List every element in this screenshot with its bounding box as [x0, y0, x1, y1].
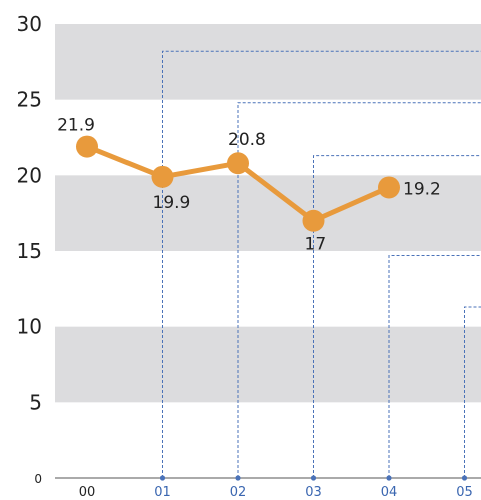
data-point-00 [76, 135, 98, 158]
x-marker-01 [159, 475, 166, 481]
x-tick-label-03: 03 [305, 485, 322, 500]
x-tick-label-02: 02 [230, 485, 247, 500]
x-axis-ticks: 00 01 02 03 04 05 [79, 475, 473, 500]
x-marker-03 [310, 475, 317, 481]
y-axis-ticks: 0 5 10 15 20 25 30 [17, 12, 42, 486]
data-label-04: 19.2 [403, 179, 441, 199]
y-tick-label-25: 25 [17, 88, 42, 112]
x-marker-02 [235, 475, 241, 481]
series-line [76, 135, 400, 232]
data-point-04 [378, 176, 400, 199]
y-tick-label-30: 30 [17, 12, 42, 36]
background-bands [55, 24, 481, 403]
guide-line-04 [388, 255, 481, 478]
x-tick-label-00: 00 [79, 485, 96, 500]
guide-line-02 [237, 102, 481, 478]
guide-lines [162, 50, 481, 478]
data-label-00: 21.9 [57, 116, 95, 136]
data-label-03: 17 [305, 235, 327, 255]
x-marker-04 [386, 475, 392, 481]
data-labels: 21.9 19.9 20.8 17 19.2 [57, 116, 441, 255]
y-tick-label-5: 5 [29, 390, 42, 414]
x-tick-label-04: 04 [381, 485, 398, 500]
band-5-10 [55, 326, 481, 403]
x-tick-label-01: 01 [154, 485, 171, 500]
guide-line-03 [313, 155, 481, 478]
x-tick-label-05: 05 [456, 485, 473, 500]
data-point-01 [151, 165, 174, 188]
data-label-01: 19.9 [153, 193, 191, 213]
y-tick-label-10: 10 [17, 315, 42, 339]
y-tick-label-20: 20 [17, 163, 42, 187]
guide-line-01 [162, 50, 481, 478]
y-tick-label-0: 0 [34, 472, 42, 486]
guide-line-05 [464, 306, 481, 478]
band-25-30 [55, 24, 481, 100]
data-point-02 [227, 152, 249, 175]
y-tick-label-15: 15 [17, 239, 42, 263]
data-label-02: 20.8 [228, 130, 266, 150]
x-marker-05 [461, 475, 468, 481]
data-point-03 [302, 209, 325, 232]
